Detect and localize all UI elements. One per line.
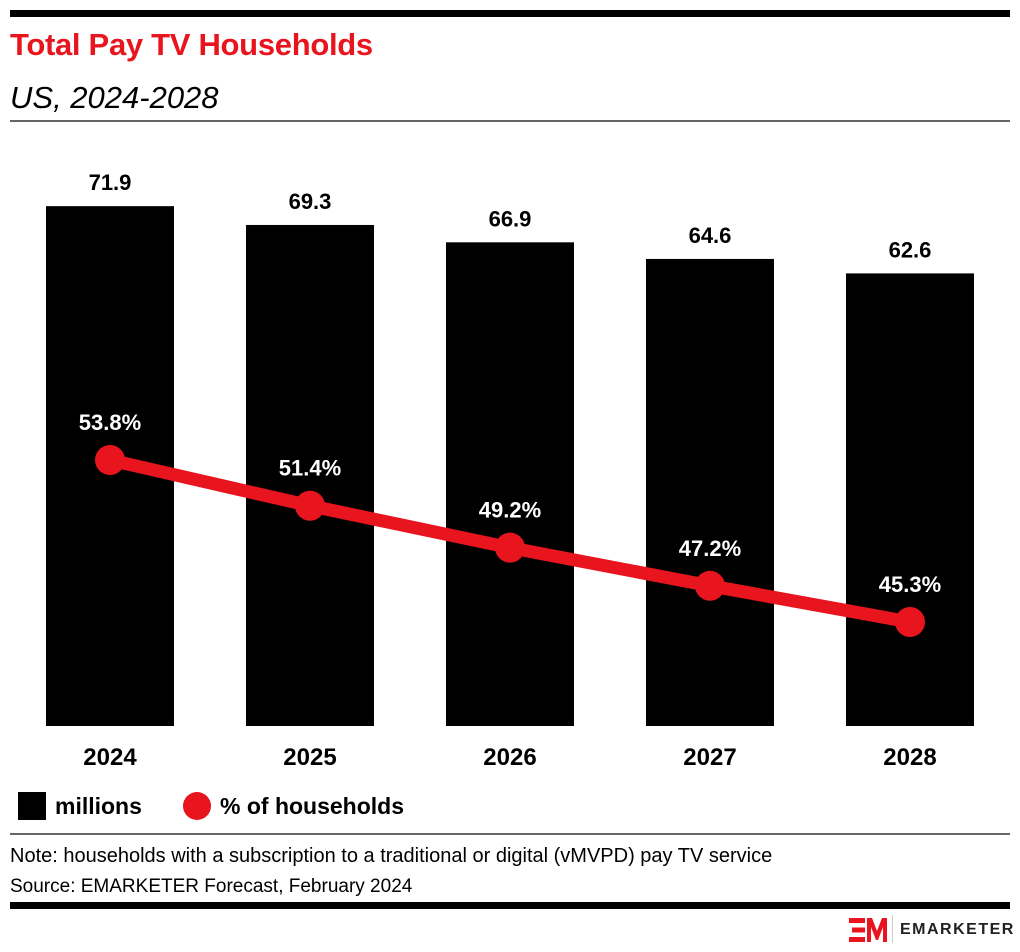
logo-wordmark: EMARKETER <box>900 921 1015 938</box>
line-value-label: 51.4% <box>279 456 341 481</box>
line-point-2027 <box>695 570 725 601</box>
x-tick-label: 2027 <box>683 744 736 771</box>
legend-bar-swatch <box>18 792 46 820</box>
bar-2028 <box>846 273 974 726</box>
emarketer-logo-icon <box>849 918 887 942</box>
line-point-2024 <box>95 445 125 475</box>
chart-plot: 71.9 2024 69.3 2025 66.9 2026 64.6 2027 62.6 2028… <box>46 170 974 771</box>
x-tick-label: 2028 <box>883 744 936 771</box>
line-value-label: 53.8% <box>79 410 141 435</box>
legend-line-swatch <box>183 792 211 820</box>
footnote: Note: households with a subscription to … <box>10 845 773 867</box>
line-point-2026 <box>495 532 525 563</box>
top-rule <box>10 10 1010 17</box>
bar-2027 <box>646 258 774 726</box>
bar-value-label: 62.6 <box>889 237 932 262</box>
bar-value-label: 69.3 <box>289 189 332 214</box>
bottom-rule <box>10 902 1010 909</box>
x-tick-label: 2024 <box>83 744 137 771</box>
line-point-2025 <box>295 490 325 521</box>
bar-value-label: 64.6 <box>689 223 732 248</box>
line-point-2028 <box>895 607 925 638</box>
x-tick-label: 2025 <box>283 744 336 771</box>
footer-divider <box>10 833 1010 835</box>
bar-2025 <box>246 224 374 726</box>
bar-2026 <box>446 242 574 727</box>
source-note: Source: EMARKETER Forecast, February 202… <box>10 876 413 897</box>
chart-subtitle: US, 2024-2028 <box>10 80 219 115</box>
bar-value-label: 71.9 <box>89 170 132 195</box>
logo-divider <box>892 915 893 943</box>
x-tick-label: 2026 <box>483 744 536 771</box>
line-value-label: 45.3% <box>879 572 941 597</box>
legend-line-label: % of households <box>220 793 404 819</box>
line-value-label: 47.2% <box>679 536 741 561</box>
chart-title: Total Pay TV Households <box>10 27 373 62</box>
bar-value-label: 66.9 <box>489 206 532 231</box>
header-divider <box>10 120 1010 122</box>
line-value-label: 49.2% <box>479 498 541 523</box>
legend-bar-label: millions <box>55 793 142 819</box>
